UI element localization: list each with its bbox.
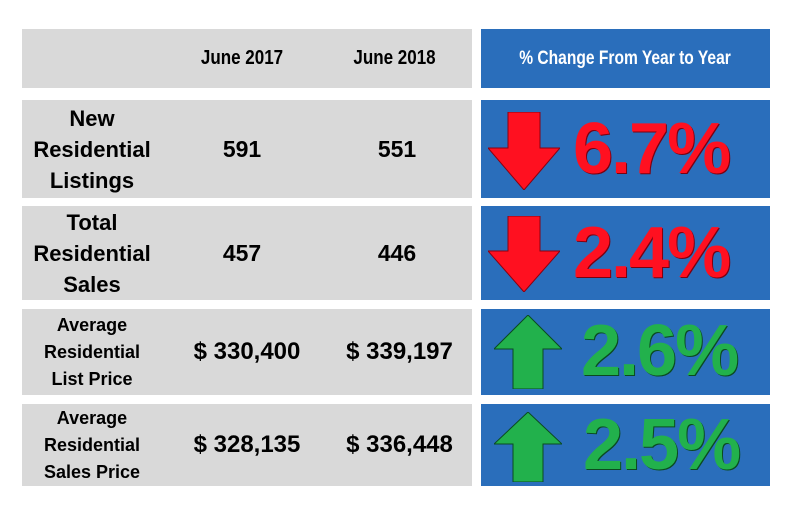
change-panel-avg-list-price: 2.6% [481,309,770,395]
change-value: 2.5% [583,405,741,485]
change-value: 2.6% [581,311,739,391]
header-gray-panel: June 2017 June 2018 [22,29,472,88]
row-label: Average Residential Sales Price [43,407,141,482]
row-label: Average Residential List Price [43,314,141,389]
row-avg-list-price: Average Residential List Price $ 330,400… [22,309,472,395]
row-total-sales: Total Residential Sales 457 446 [22,206,472,300]
change-panel-new-listings: 6.7% [481,100,770,198]
row-label: Total Residential Sales [33,209,151,297]
header-change-label: % Change From Year to Year [519,47,732,69]
value-2018: 446 [377,239,417,266]
up-arrow-icon [494,315,562,389]
row-avg-sales-price: Average Residential Sales Price $ 328,13… [22,404,472,486]
header-june-2017: June 2017 [200,47,284,69]
change-panel-avg-sales-price: 2.5% [481,404,770,486]
header-change-panel: % Change From Year to Year [481,29,770,88]
row-label: New Residential Listings [33,105,151,193]
value-2017: 457 [222,239,262,266]
value-2017: 591 [222,135,262,162]
down-arrow-icon [488,112,560,190]
down-arrow-icon [488,216,560,292]
header-june-2018: June 2018 [353,47,436,69]
change-value: 6.7% [573,109,731,189]
change-value: 2.4% [573,213,731,293]
value-2018: $ 339,197 [346,338,453,365]
value-2017: $ 328,135 [193,431,301,458]
up-arrow-icon [494,412,562,482]
value-2018: $ 336,448 [346,431,453,458]
row-new-listings: New Residential Listings 591 551 [22,100,472,198]
value-2017: $ 330,400 [193,338,301,365]
value-2018: 551 [377,135,417,162]
change-panel-total-sales: 2.4% [481,206,770,300]
